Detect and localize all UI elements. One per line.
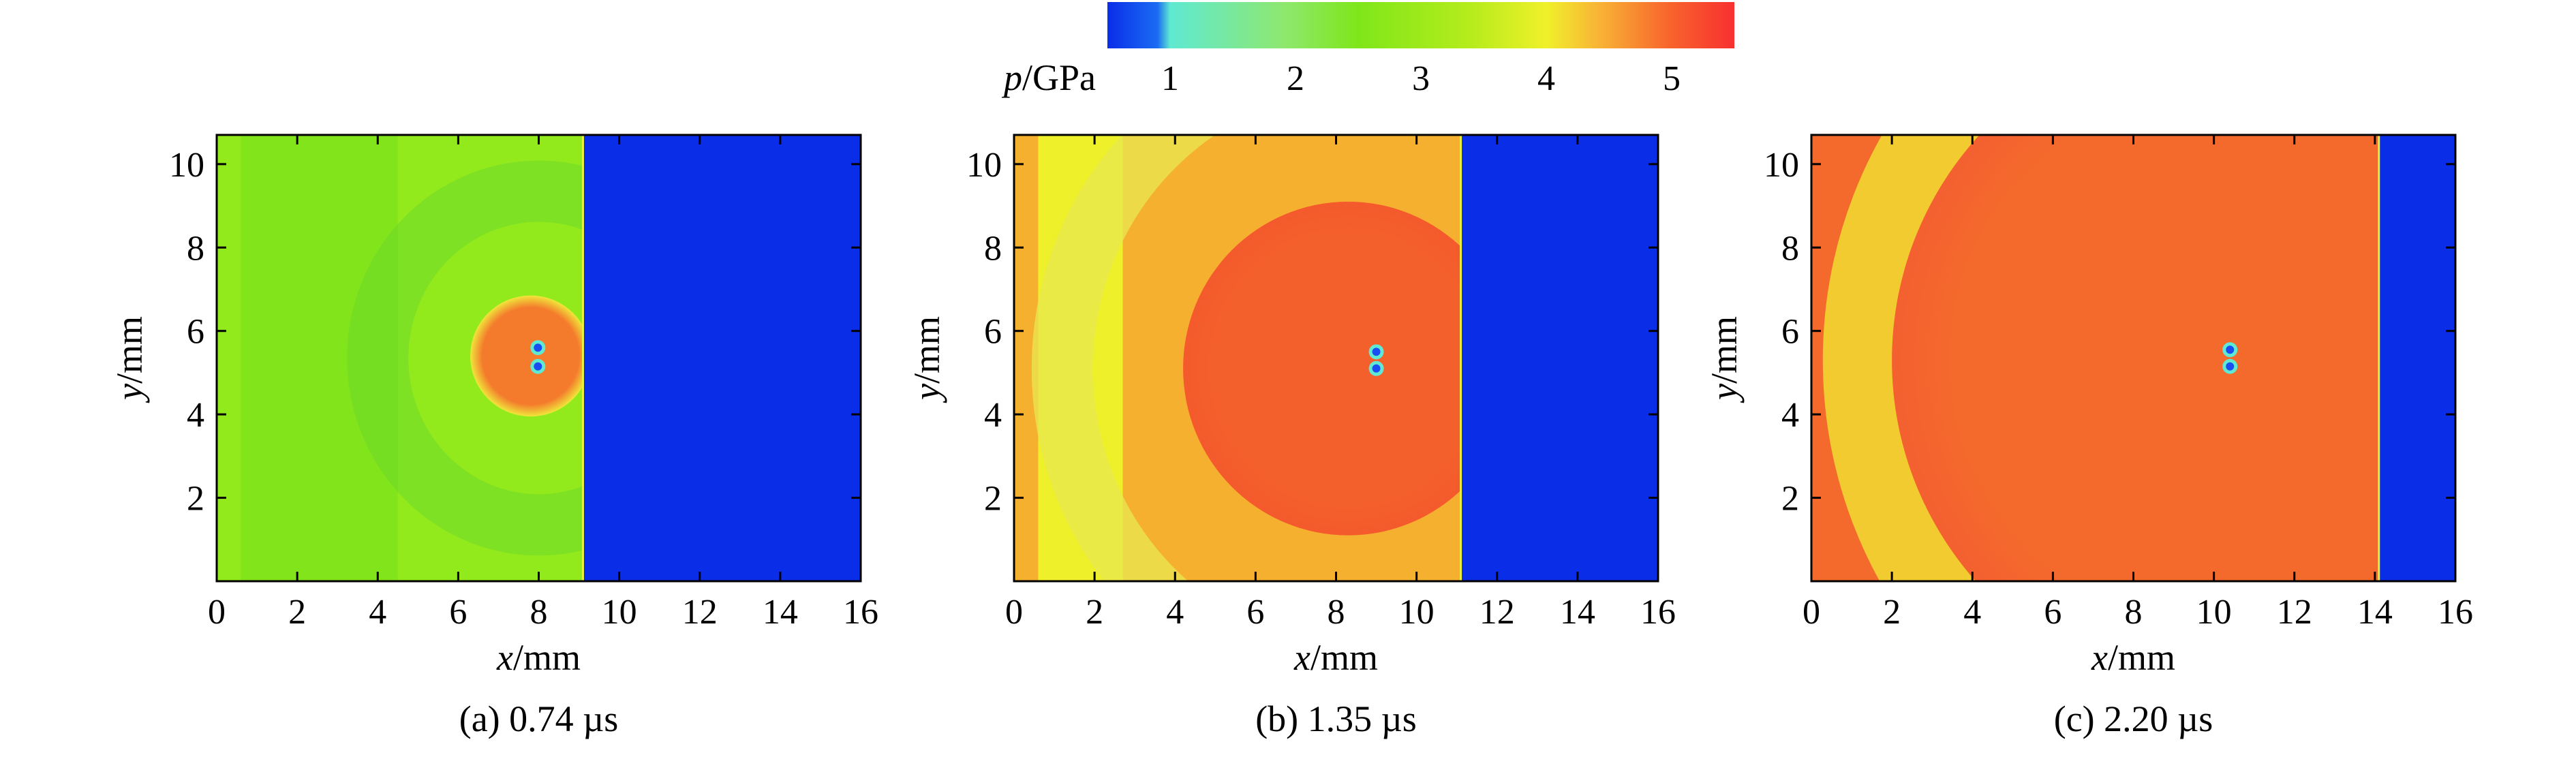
y-tick-label: 6 xyxy=(1781,313,1799,352)
colorbar-tick-label: 1 xyxy=(1161,59,1179,98)
x-tick-label: 6 xyxy=(449,593,467,632)
release-band xyxy=(1811,135,1824,581)
x-tick-label: 10 xyxy=(2196,593,2232,632)
colorbar: p/GPa 1 2 3 4 5 xyxy=(1001,2,1734,98)
y-tick-label: 8 xyxy=(984,229,1002,268)
pressure-field xyxy=(1014,135,1658,581)
void-marker xyxy=(1372,364,1381,373)
high-pressure-zone xyxy=(470,295,592,417)
y-tick-label: 2 xyxy=(984,480,1002,519)
void-marker xyxy=(2226,362,2235,371)
x-tick-label: 4 xyxy=(369,593,386,632)
x-tick-label: 10 xyxy=(1399,593,1435,632)
panel-caption: (b) 1.35 µs xyxy=(1255,698,1417,739)
reflected-wave xyxy=(1032,135,1658,581)
x-tick-label: 8 xyxy=(2125,593,2143,632)
y-tick-label: 10 xyxy=(966,146,1002,185)
high-pressure-zone xyxy=(1892,135,2455,581)
colorbar-gradient xyxy=(1107,2,1734,48)
x-tick-label: 14 xyxy=(1560,593,1595,632)
x-tick-label: 8 xyxy=(530,593,548,632)
y-tick-label: 4 xyxy=(984,396,1002,435)
unshocked-region xyxy=(583,135,861,581)
x-axis-label: x/mm xyxy=(2091,637,2175,678)
y-tick-label: 2 xyxy=(187,480,204,519)
y-tick-label: 6 xyxy=(984,313,1002,352)
x-tick-label: 4 xyxy=(1166,593,1184,632)
x-tick-label: 12 xyxy=(682,593,718,632)
x-tick-label: 2 xyxy=(1883,593,1901,632)
unshocked-region xyxy=(1460,135,1658,581)
y-axis-label: y/mm xyxy=(906,316,947,403)
x-axis-label: x/mm xyxy=(496,637,581,678)
y-tick-label: 10 xyxy=(169,146,204,185)
void-marker xyxy=(534,362,542,371)
x-tick-label: 16 xyxy=(1640,593,1676,632)
y-tick-label: 10 xyxy=(1764,146,1799,185)
x-axis-label: x/mm xyxy=(1293,637,1378,678)
void-marker xyxy=(2226,345,2235,354)
x-tick-label: 4 xyxy=(1963,593,1981,632)
panel-a: 0 2 4 6 8 10 12 14 16 2 4 6 8 10 x/mm y/mm (a) 0.74 µs xyxy=(109,134,878,739)
x-tick-label: 16 xyxy=(2438,593,2473,632)
colorbar-tick-label: 2 xyxy=(1287,59,1304,98)
y-axis-label: y/mm xyxy=(1704,316,1745,403)
y-tick-label: 2 xyxy=(1781,480,1799,519)
y-tick-label: 4 xyxy=(187,396,204,435)
x-tick-label: 8 xyxy=(1328,593,1345,632)
y-tick-label: 6 xyxy=(187,313,204,352)
x-tick-label: 14 xyxy=(763,593,798,632)
high-pressure-zone xyxy=(1183,201,1514,536)
void-marker xyxy=(534,343,542,352)
x-tick-label: 2 xyxy=(1086,593,1103,632)
x-tick-label: 12 xyxy=(1479,593,1515,632)
x-tick-label: 14 xyxy=(2357,593,2393,632)
colorbar-tick-label: 5 xyxy=(1663,59,1681,98)
y-tick-label: 8 xyxy=(187,229,204,268)
x-tick-label: 0 xyxy=(1803,593,1820,632)
panel-caption: (a) 0.74 µs xyxy=(459,698,619,739)
panel-c: 0 2 4 6 8 10 12 14 16 2 4 6 8 10 x/mm y/mm (c) 2.20 µs xyxy=(1704,134,2473,739)
unshocked-region xyxy=(2378,135,2455,581)
y-axis-label: y/mm xyxy=(109,316,150,403)
colorbar-tick-label: 4 xyxy=(1537,59,1555,98)
y-tick-label: 8 xyxy=(1781,229,1799,268)
colorbar-label: p/GPa xyxy=(1001,57,1096,98)
reflected-wave xyxy=(1822,135,1980,581)
colorbar-tick-label: 3 xyxy=(1412,59,1430,98)
x-tick-label: 6 xyxy=(2044,593,2061,632)
x-tick-label: 16 xyxy=(843,593,878,632)
panel-caption: (c) 2.20 µs xyxy=(2054,698,2213,739)
x-tick-label: 12 xyxy=(2277,593,2312,632)
pressure-field xyxy=(1811,135,2455,581)
x-tick-label: 0 xyxy=(1005,593,1023,632)
x-tick-label: 10 xyxy=(602,593,637,632)
x-tick-label: 6 xyxy=(1246,593,1264,632)
pressure-field xyxy=(217,135,861,581)
x-tick-label: 2 xyxy=(288,593,306,632)
y-tick-label: 4 xyxy=(1781,396,1799,435)
panel-b: 0 2 4 6 8 10 12 14 16 2 4 6 8 10 x/mm y/mm (b) 1.35 µs xyxy=(906,134,1676,739)
colorbar-ticks: 1 2 3 4 5 xyxy=(1161,59,1681,98)
void-marker xyxy=(1372,347,1381,356)
x-tick-label: 0 xyxy=(208,593,226,632)
